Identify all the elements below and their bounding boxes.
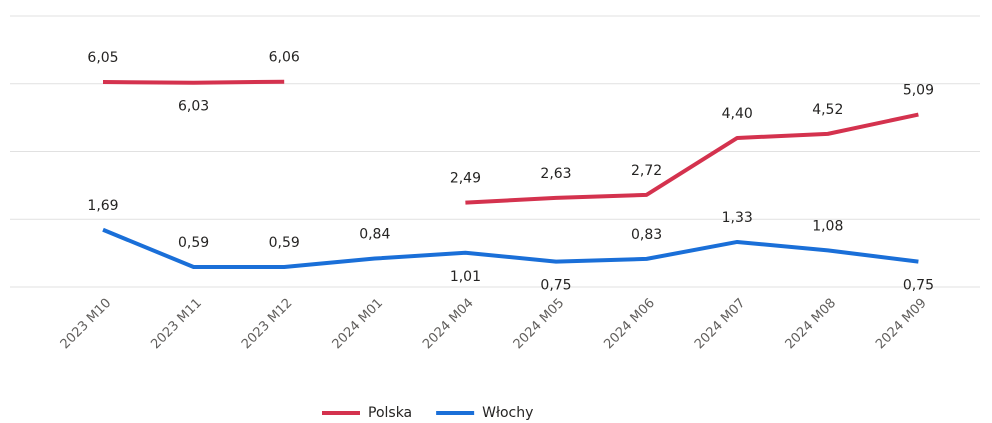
data-label: 6,05 bbox=[87, 50, 118, 66]
data-label: 0,84 bbox=[359, 227, 390, 243]
x-tick-label: 2024 M08 bbox=[783, 296, 840, 353]
series-line bbox=[102, 79, 285, 85]
data-label: 1,33 bbox=[722, 210, 753, 226]
data-label: 2,72 bbox=[631, 163, 662, 179]
data-label: 2,49 bbox=[450, 171, 481, 187]
data-label: 6,06 bbox=[269, 50, 300, 66]
x-tick-label: 2023 M12 bbox=[239, 296, 296, 353]
legend-label: Włochy bbox=[482, 405, 533, 421]
data-label: 0,59 bbox=[269, 235, 300, 251]
x-tick-label: 2024 M04 bbox=[420, 296, 477, 353]
data-label: 0,83 bbox=[631, 227, 662, 243]
x-tick-label: 2023 M11 bbox=[148, 296, 205, 353]
data-label: 4,52 bbox=[812, 102, 843, 118]
data-label: 5,09 bbox=[903, 83, 934, 99]
data-label: 1,69 bbox=[87, 198, 118, 214]
x-tick-label: 2023 M10 bbox=[58, 296, 115, 353]
x-tick-label: 2024 M07 bbox=[692, 296, 749, 353]
data-label: 4,40 bbox=[722, 106, 753, 122]
x-tick-label: 2024 M06 bbox=[601, 296, 658, 353]
x-tick-label: 2024 M01 bbox=[330, 296, 387, 353]
legend-label: Polska bbox=[368, 405, 412, 421]
data-label: 0,75 bbox=[540, 278, 571, 294]
x-tick-label: 2024 M09 bbox=[873, 296, 930, 353]
data-label: 1,08 bbox=[812, 218, 843, 234]
data-label: 6,03 bbox=[178, 99, 209, 115]
data-label: 2,63 bbox=[540, 166, 571, 182]
series-line bbox=[102, 227, 919, 270]
x-tick-label: 2024 M05 bbox=[511, 296, 568, 353]
data-label: 0,75 bbox=[903, 278, 934, 294]
data-label: 1,01 bbox=[450, 269, 481, 285]
series-line bbox=[465, 112, 919, 205]
data-label: 0,59 bbox=[178, 235, 209, 251]
